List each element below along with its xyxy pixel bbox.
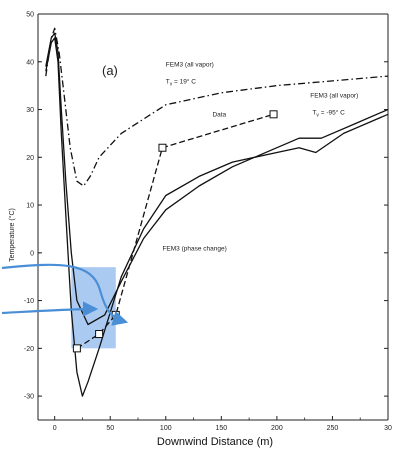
data-point [95,330,104,339]
x-tick-label: 0 [53,425,57,432]
x-axis-label: Downwind Distance (m) [157,436,273,448]
y-tick-label: 0 [30,250,34,257]
y-tick-label: 40 [26,59,34,66]
y-tick-label: -10 [24,298,34,305]
x-tick-label: 50 [106,425,114,432]
panel-label: (a) [102,63,118,78]
plot-axes [37,13,389,421]
annotation-text: FEM3 (phase change) [162,245,226,252]
x-tick-label: 100 [160,425,172,432]
x-tick-label: 150 [215,425,227,432]
annotation-text: FEM3 (all vapor) [310,93,358,100]
annotation-text: Tv = 19° C [166,77,197,87]
y-axis-label: Temperature (°C) [8,208,16,262]
series-line-0 [45,27,389,187]
callout-arrows [1,263,129,326]
x-axis-ticks: 0 50 100 150 200 250 30 [53,416,392,432]
y-tick-label: 20 [26,155,34,162]
data-point [72,344,81,353]
y-tick-label: -20 [24,346,34,353]
data-point [158,143,167,152]
y-tick-label: 30 [26,107,34,114]
annotation-text: Data [212,112,226,119]
data-point [269,110,278,119]
x-tick-label: 250 [327,425,339,432]
annotations: FEM3 (all vapor) Tv = 19° C Data FEM3 (all … [162,62,358,253]
callout-arrow-lower [1,301,99,317]
x-tick-label: 30 [384,425,392,432]
series-line-3 [45,37,389,397]
series-lines [45,27,389,397]
y-tick-label: 50 [26,12,34,19]
y-tick-label: 10 [26,203,34,210]
callout-arrow-upper [1,263,129,326]
annotation-text: FEM3 (all vapor) [166,62,214,69]
y-tick-label: -30 [24,394,34,401]
annotation-text: Tv = -95° C [312,108,345,118]
x-tick-label: 200 [271,425,283,432]
series-line-1 [76,113,274,349]
